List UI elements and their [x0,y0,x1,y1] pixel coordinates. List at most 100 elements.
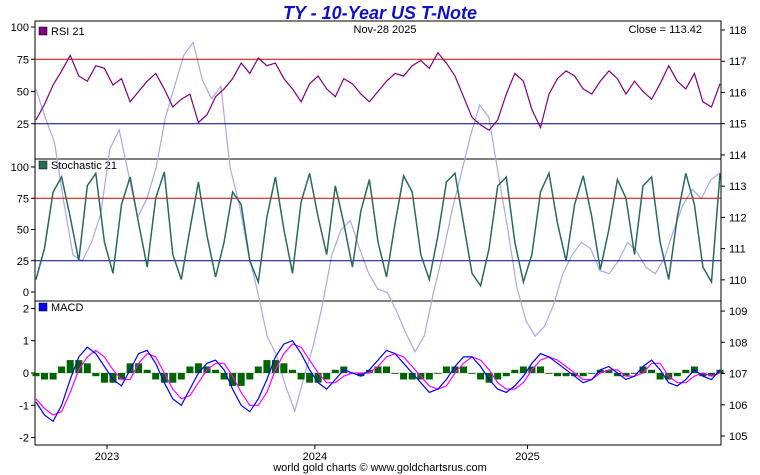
macd-histogram-bar [434,373,442,374]
macd-histogram-bar [66,360,74,373]
price-tick-label: 118 [729,25,747,37]
x-tick-label: 2025 [515,451,539,463]
price-tick-label: 114 [729,150,747,162]
macd-histogram-bar [622,373,630,377]
macd-histogram-bar [519,366,527,373]
indicator-layer [32,51,724,423]
macd-histogram-bar [186,366,194,373]
rsi-tick-label: 25 [17,119,29,131]
macd-histogram-bar [648,369,656,373]
rsi-legend-swatch [38,26,48,36]
chart-date: Nov-28 2025 [354,24,417,36]
stochastic-tick-label: 25 [17,256,29,268]
macd-histogram-bar [254,366,262,373]
macd-histogram-bar [460,366,467,373]
macd-histogram-bar [408,373,416,380]
macd-histogram-bar [716,369,724,373]
stochastic-tick-label: 50 [17,225,29,237]
macd-histogram-bar [357,373,365,377]
x-tick-label: 2023 [95,451,119,463]
stochastic-series-line [35,170,721,288]
macd-legend-swatch [38,302,48,312]
macd-histogram-bar [365,369,373,373]
price-series-line [35,41,721,413]
stochastic-legend-swatch [38,160,48,170]
macd-histogram-bar [571,373,579,377]
price-layer [35,41,721,413]
macd-histogram-bar [92,373,100,377]
price-tick-label: 116 [729,87,747,99]
macd-histogram-bar [545,373,553,374]
macd-histogram-bar [477,373,485,380]
macd-histogram-bar [511,369,519,373]
macd-histogram-bar [485,373,493,383]
rsi-series-line [35,51,721,131]
macd-histogram-bar [306,373,314,383]
macd-histogram-bar [237,373,245,386]
macd-histogram-bar [391,373,399,374]
macd-histogram-bar [289,369,296,373]
macd-histogram-bar [537,366,544,373]
price-tick-label: 109 [729,306,747,318]
macd-histogram-bar [297,373,305,380]
macd-histogram-bar [58,366,66,373]
macd-histogram-bar [596,369,604,373]
stochastic-legend-label: Stochastic 21 [51,160,117,172]
macd-histogram-bar [109,373,117,383]
macd-histogram-bar [194,363,202,373]
macd-histogram-bar [271,360,279,373]
macd-histogram-bar [400,373,408,380]
macd-histogram-bar [383,366,390,373]
macd-histogram-bar [160,373,168,383]
macd-histogram-bar [425,373,433,380]
macd-histogram-bar [100,373,108,383]
macd-histogram-bar [331,369,339,373]
macd-histogram-bar [554,373,561,377]
macd-histogram-bar [451,366,459,373]
macd-histogram-bar [374,366,382,373]
rsi-panel-frame [34,20,722,160]
macd-histogram-bar [220,373,228,380]
macd-histogram-bar [75,360,83,373]
close-label: Close = 113.42 [629,24,703,36]
macd-histogram-bar [682,369,690,373]
stochastic-tick-label: 0 [23,287,29,299]
stochastic-tick-label: 100 [11,162,29,174]
rsi-tick-label: 75 [17,54,29,66]
macd-histogram-bar [502,373,510,377]
macd-histogram-bar [656,373,664,380]
macd-histogram-bar [212,369,220,373]
macd-histogram-bar [494,373,502,380]
macd-histogram-bar [562,373,570,377]
price-tick-label: 107 [729,369,747,381]
rsi-tick-label: 50 [17,87,29,99]
macd-histogram-bar [49,373,57,380]
macd-histogram-bar [229,373,237,386]
macd-histogram-bar [135,363,143,373]
macd-histogram-bar [314,373,322,383]
macd-histogram-bar [673,373,681,377]
price-tick-label: 106 [729,400,747,412]
price-tick-label: 115 [729,119,747,131]
macd-tick-label: 1 [23,336,29,348]
footer-credit: world gold charts © www.goldchartsrus.co… [272,462,487,474]
macd-histogram-bar [442,366,450,373]
rsi-tick-label: 100 [11,22,29,34]
price-tick-label: 113 [729,181,747,193]
macd-histogram-bar [83,363,91,373]
price-tick-label: 117 [729,56,747,68]
macd-histogram-bar [118,373,125,380]
tick-layer: 118 117 116 115 114 113 112 111 110 109 108 107 106 1… [11,22,748,463]
macd-legend-label: MACD [51,302,83,314]
level-lines-layer [35,58,721,262]
macd-histogram-bar [169,373,177,383]
macd-histogram-bar [639,366,647,373]
macd-histogram-bar [708,373,715,377]
macd-histogram-bar [143,369,151,373]
macd-histogram-bar [263,360,271,373]
macd-tick-label: 2 [23,303,29,315]
macd-histogram-bar [126,363,134,373]
x-tick-label: 2024 [303,451,327,463]
macd-tick-label: -2 [19,433,29,445]
